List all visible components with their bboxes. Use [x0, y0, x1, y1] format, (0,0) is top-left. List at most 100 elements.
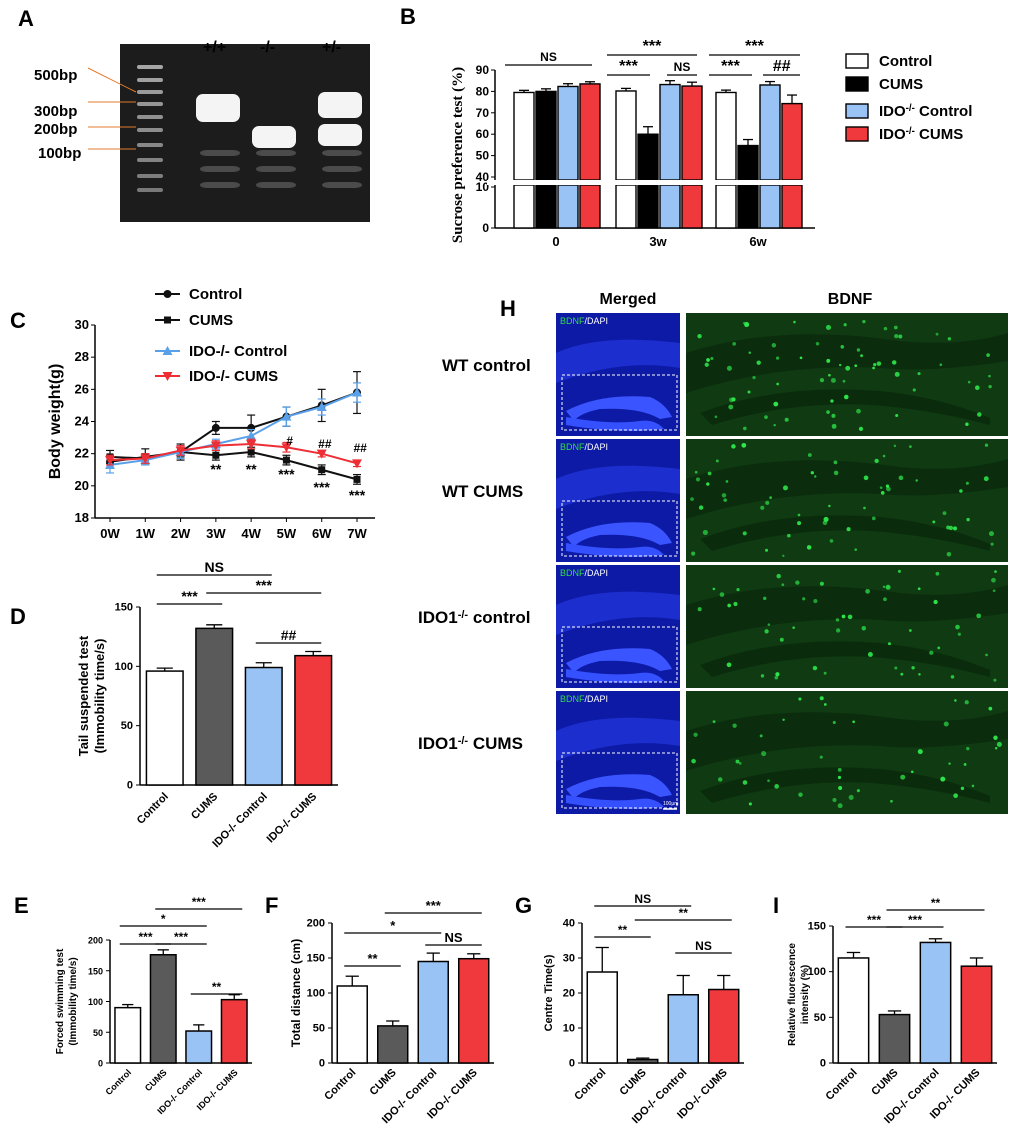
stain-label-dapi: /DAPI [585, 442, 609, 452]
bdnf-positive-cell [894, 371, 900, 377]
bdnf-positive-cell [846, 527, 851, 532]
y-tick-label: 50 [93, 1028, 103, 1038]
bdnf-positive-cell [871, 516, 876, 521]
significance-label: *** [426, 898, 442, 913]
legend-label: IDO-/- Control [879, 103, 972, 120]
significance-label: ## [353, 441, 367, 455]
y-tick-label: 26 [75, 381, 89, 396]
bdnf-positive-cell [966, 517, 970, 522]
bdnf-positive-cell [775, 672, 780, 677]
bdnf-positive-cell [856, 408, 861, 414]
data-point [162, 372, 173, 381]
microscopy-panel: Merged BDNF WT control BDNF/DAPI WT CUMS BDNF… [418, 291, 1008, 814]
bdnf-positive-cell [900, 774, 906, 780]
bar-lower-IDO-/- Control [659, 184, 681, 229]
x-tick-label: 2W [171, 526, 191, 541]
stain-label: BDNF/DAPI [560, 316, 608, 326]
scale-bar-label: 100μm [663, 801, 678, 807]
bdnf-positive-cell [748, 802, 752, 806]
stain-label: BDNF/DAPI [560, 568, 608, 578]
bdnf-positive-cell [992, 589, 996, 593]
merged-dentate-gyrus [566, 522, 672, 547]
stain-label-bdnf: BDNF [560, 694, 585, 704]
significance-label: * [161, 912, 166, 926]
bdnf-positive-cell [702, 529, 708, 535]
legend-label: Control [189, 286, 242, 303]
bdnf-positive-cell [776, 382, 780, 386]
significance-label: ## [318, 437, 332, 451]
legend-label: IDO-/- CUMS [879, 126, 963, 143]
bdnf-positive-cell [960, 786, 965, 791]
panel-label-G: G [515, 893, 532, 918]
bdnf-positive-cell [873, 363, 877, 367]
bdnf-positive-cell [786, 533, 791, 538]
y-axis-label-line: Centre Time(s) [543, 954, 555, 1031]
bdnf-positive-cell [890, 799, 893, 803]
bdnf-positive-cell [726, 662, 732, 668]
y-tick-label: 150 [88, 966, 103, 976]
bdnf-positive-cell [991, 577, 996, 583]
band-faint [256, 182, 296, 188]
data-point [246, 440, 257, 450]
bdnf-positive-cell [955, 624, 960, 630]
bdnf-positive-cell [847, 614, 853, 620]
bdnf-positive-cell [710, 356, 714, 361]
bdnf-positive-cell [799, 356, 803, 360]
bdnf-positive-cell [993, 678, 997, 682]
y-tick-label: 80 [476, 84, 490, 98]
bar-Control [615, 90, 637, 181]
significance-label: ** [931, 896, 941, 910]
bdnf-positive-cell [852, 720, 855, 724]
data-point [246, 430, 257, 440]
panel-label-D: D [10, 604, 26, 629]
bdnf-dark-band [686, 711, 1008, 771]
bdnf-positive-cell [863, 475, 869, 481]
y-axis-label-line: Tail suspended test [76, 635, 91, 756]
bdnf-positive-cell [833, 460, 838, 465]
y-tick-label: 30 [75, 317, 89, 332]
significance-label: ** [367, 951, 378, 966]
bdnf-positive-cell [860, 354, 864, 358]
bdnf-positive-cell [894, 333, 899, 339]
bdnf-positive-cell [731, 444, 736, 449]
bar-3 [960, 965, 993, 1064]
y-tick-label: 20 [563, 988, 575, 1000]
bdnf-positive-cell [761, 750, 767, 757]
bdnf-positive-cell [953, 793, 958, 798]
significance-label: # [286, 434, 293, 448]
data-point [175, 446, 186, 456]
bdnf-positive-cell [876, 361, 882, 366]
ladder-band [137, 188, 163, 192]
bdnf-dark-band [700, 515, 990, 551]
bdnf-positive-cell [798, 792, 803, 797]
legend-label-main: IDO [879, 103, 906, 120]
bdnf-positive-cell [706, 482, 710, 486]
data-point [281, 411, 292, 421]
bdnf-positive-cell [742, 531, 747, 536]
data-point [316, 449, 327, 459]
bdnf-positive-cell [894, 666, 898, 670]
bdnf-positive-cell [738, 762, 742, 765]
series-line [109, 443, 358, 465]
bdnf-positive-cell [898, 475, 904, 481]
bdnf-positive-cell [760, 674, 765, 678]
bdnf-positive-cell [967, 380, 971, 384]
bdnf-positive-cell [994, 747, 998, 750]
bdnf-positive-cell [996, 741, 1002, 747]
bdnf-positive-cell [793, 320, 796, 324]
bdnf-positive-cell [937, 646, 941, 650]
bdnf-positive-cell [828, 504, 831, 508]
bdnf-positive-cell [954, 699, 957, 702]
bdnf-positive-cell [831, 413, 836, 418]
bdnf-positive-cell [935, 571, 940, 576]
data-point [211, 423, 220, 432]
legend-label-sup: -/- [906, 103, 915, 114]
bdnf-positive-cell [812, 665, 818, 671]
bdnf-positive-cell [893, 444, 897, 448]
ladder-band [137, 65, 163, 69]
significance-label: *** [721, 58, 740, 75]
bdnf-positive-cell [727, 603, 731, 608]
bdnf-positive-cell [843, 394, 849, 400]
y-tick-label: 0 [569, 1058, 575, 1070]
